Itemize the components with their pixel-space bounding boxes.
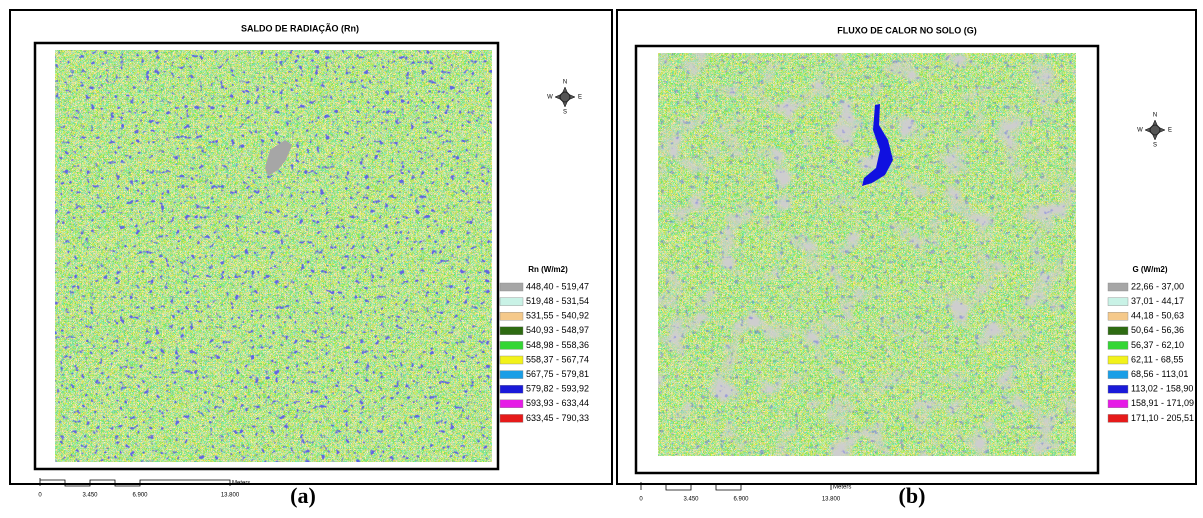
legend-swatch bbox=[1108, 327, 1128, 335]
legend-swatch bbox=[500, 400, 523, 408]
raster-spots bbox=[55, 50, 492, 462]
scale-unit: Meters bbox=[232, 481, 250, 487]
legend-label: 37,01 - 44,17 bbox=[1131, 296, 1184, 306]
legend-label: 567,75 - 579,81 bbox=[526, 369, 589, 379]
legend-swatch bbox=[1108, 312, 1128, 320]
compass-letter: E bbox=[578, 95, 582, 101]
legend-swatch bbox=[500, 356, 523, 364]
legend-label: 22,66 - 37,00 bbox=[1131, 281, 1184, 291]
scale-label: 3.450 bbox=[82, 493, 98, 499]
legend-swatch bbox=[1108, 356, 1128, 364]
legend-swatch bbox=[500, 414, 523, 422]
raster-spots bbox=[658, 53, 1076, 456]
legend-title: G (W/m2) bbox=[1132, 265, 1167, 274]
legend-label: 531,55 - 540,92 bbox=[526, 311, 589, 321]
legend-label: 113,02 - 158,90 bbox=[1131, 384, 1193, 394]
legend-label: 62,11 - 68,55 bbox=[1131, 354, 1183, 364]
compass-letter: S bbox=[563, 110, 567, 116]
legend-swatch bbox=[500, 298, 523, 306]
legend-swatch bbox=[500, 341, 523, 349]
legend-swatch bbox=[1108, 385, 1128, 393]
map-title: FLUXO DE CALOR NO SOLO (G) bbox=[837, 25, 977, 35]
legend-label: 171,10 - 205,51 bbox=[1131, 413, 1194, 423]
scale-label: 0 bbox=[639, 497, 643, 503]
compass-letter: N bbox=[1153, 113, 1157, 119]
map-title: SALDO DE RADIAÇÃO (Rn) bbox=[241, 23, 359, 33]
legend-label: 448,40 - 519,47 bbox=[526, 281, 589, 291]
legend-swatch bbox=[500, 327, 523, 335]
legend-swatch bbox=[1108, 414, 1128, 422]
legend-swatch bbox=[1108, 298, 1128, 306]
scale-label: 13.800 bbox=[822, 497, 841, 503]
legend-label: 579,82 - 593,92 bbox=[526, 384, 589, 394]
legend-swatch bbox=[1108, 341, 1128, 349]
legend-swatch bbox=[500, 312, 523, 320]
scale-label: 13.800 bbox=[221, 493, 240, 499]
legend-label: 633,45 - 790,33 bbox=[526, 413, 589, 423]
map-panel: FLUXO DE CALOR NO SOLO (G) N S E W G (W/m2) 22… bbox=[617, 10, 1196, 508]
north-arrow: N S E W bbox=[547, 80, 582, 116]
figure-caption: (a) bbox=[290, 483, 316, 508]
legend-swatch bbox=[1108, 371, 1128, 379]
scale-unit: Meters bbox=[833, 485, 851, 491]
legend-swatch bbox=[1108, 283, 1128, 291]
scale-label: 0 bbox=[38, 493, 42, 499]
compass-rose bbox=[555, 87, 575, 107]
legend-label: 519,48 - 531,54 bbox=[526, 296, 589, 306]
legend-swatch bbox=[500, 385, 523, 393]
legend-swatch bbox=[500, 283, 523, 291]
figure: SALDO DE RADIAÇÃO (Rn) N S E W Rn (W/m2) 448,4… bbox=[0, 0, 1203, 513]
map-panel: SALDO DE RADIAÇÃO (Rn) N S E W Rn (W/m2) 448,4… bbox=[10, 10, 612, 508]
legend-swatch bbox=[1108, 400, 1128, 408]
legend-label: 68,56 - 113,01 bbox=[1131, 369, 1188, 379]
north-arrow: N S E W bbox=[1137, 113, 1172, 149]
compass-rose bbox=[1145, 120, 1165, 140]
legend-swatch bbox=[500, 371, 523, 379]
compass-letter: E bbox=[1168, 128, 1172, 134]
legend-label: 558,37 - 567,74 bbox=[526, 354, 589, 364]
legend-label: 540,93 - 548,97 bbox=[526, 325, 589, 335]
scale-label: 3.450 bbox=[683, 497, 699, 503]
legend-label: 593,93 - 633,44 bbox=[526, 398, 589, 408]
figure-caption: (b) bbox=[899, 483, 926, 508]
legend-label: 548,98 - 558,36 bbox=[526, 340, 589, 350]
compass-letter: N bbox=[563, 80, 567, 86]
legend-label: 50,64 - 56,36 bbox=[1131, 325, 1184, 335]
compass-letter: W bbox=[547, 95, 553, 101]
compass-letter: S bbox=[1153, 143, 1157, 149]
legend-label: 56,37 - 62,10 bbox=[1131, 340, 1184, 350]
scale-label: 6.900 bbox=[733, 497, 749, 503]
compass-letter: W bbox=[1137, 128, 1143, 134]
legend-title: Rn (W/m2) bbox=[528, 265, 568, 274]
legend-label: 158,91 - 171,09 bbox=[1131, 398, 1194, 408]
scale-label: 6.900 bbox=[132, 493, 148, 499]
legend-label: 44,18 - 50,63 bbox=[1131, 311, 1184, 321]
